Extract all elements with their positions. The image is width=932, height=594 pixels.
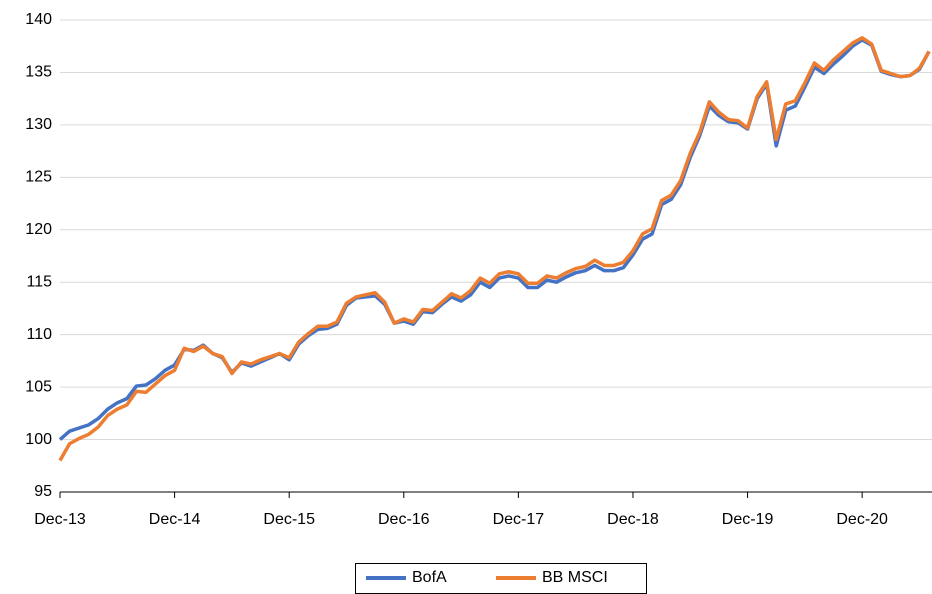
series-line bbox=[58, 38, 931, 441]
x-tick-label: Dec-16 bbox=[378, 511, 430, 528]
x-tick-label: Dec-15 bbox=[263, 511, 315, 528]
x-tick-label: Dec-18 bbox=[607, 511, 659, 528]
y-tick-label: 115 bbox=[26, 273, 52, 290]
y-tick-label: 110 bbox=[26, 326, 52, 343]
y-tick-label: 105 bbox=[25, 378, 52, 395]
legend-label: BB MSCI bbox=[542, 569, 608, 586]
legend: BofA BB MSCI bbox=[355, 563, 647, 594]
x-tick-label: Dec-20 bbox=[836, 511, 888, 528]
y-tick-label: 140 bbox=[25, 11, 52, 28]
legend-label: BofA bbox=[412, 569, 447, 586]
y-tick-label: 135 bbox=[25, 64, 52, 81]
x-tick-label: Dec-19 bbox=[722, 511, 774, 528]
y-tick-label: 120 bbox=[25, 221, 52, 238]
x-tick-label: Dec-14 bbox=[149, 511, 201, 528]
y-tick-label: 100 bbox=[25, 431, 52, 448]
y-tick-label: 95 bbox=[34, 483, 52, 500]
series-line bbox=[58, 36, 931, 462]
y-tick-label: 130 bbox=[25, 116, 52, 133]
x-tick-label: Dec-13 bbox=[34, 511, 86, 528]
x-tick-label: Dec-17 bbox=[493, 511, 545, 528]
y-tick-label: 125 bbox=[25, 169, 52, 186]
